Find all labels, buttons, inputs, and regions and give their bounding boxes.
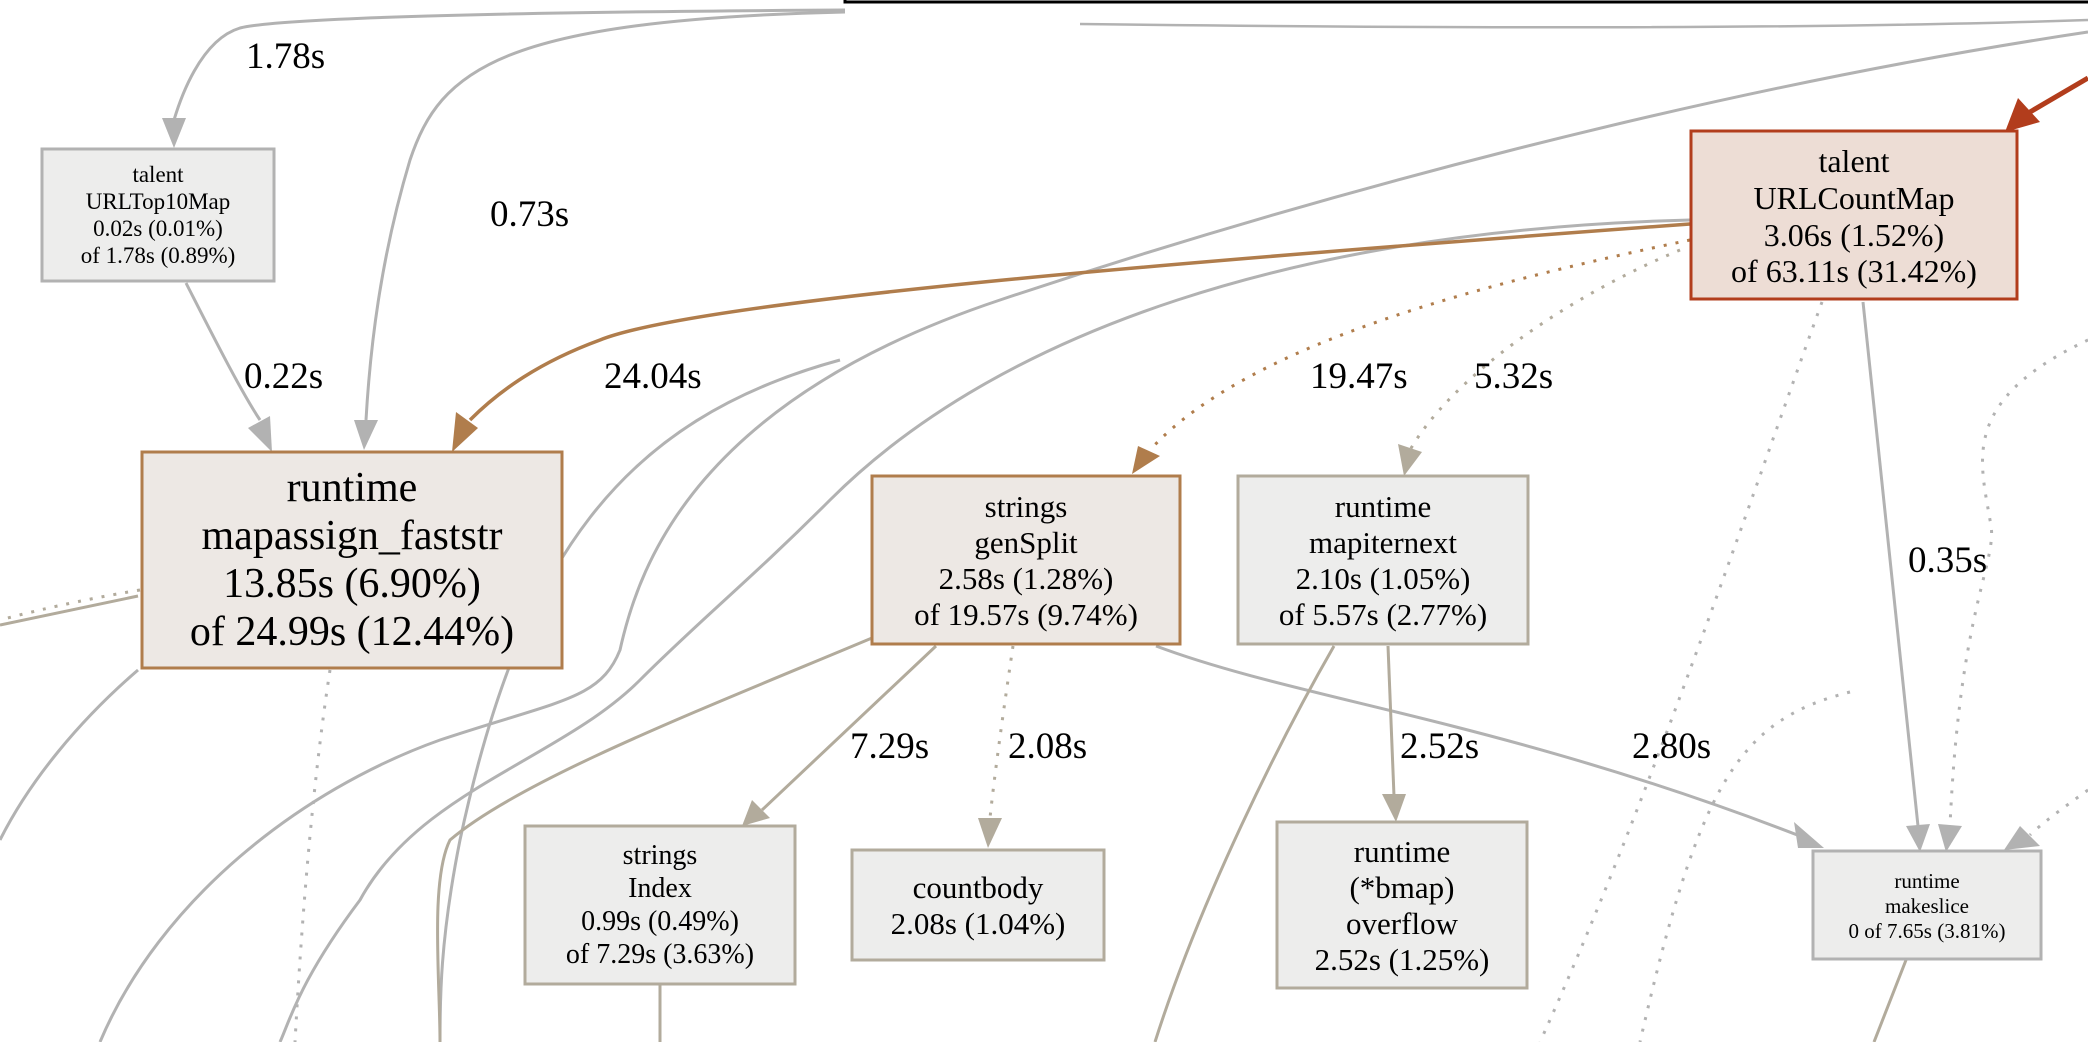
edge-mapassign-bottom-left[interactable]: [0, 668, 139, 841]
edge-background-3[interactable]: [1079, 18, 2088, 29]
node-urlcountmap-flat: 3.06s (1.52%): [1764, 217, 1944, 253]
edge-label-urltop10map-to-mapassign: 0.22s: [244, 356, 323, 397]
edge-mapassign-left-dotted[interactable]: [0, 588, 141, 622]
node-index-flat: 0.99s (0.49%): [581, 906, 739, 937]
arrowhead-gensplit-to-countbody: [978, 818, 1002, 848]
node-mapassign-pkg: runtime: [287, 465, 418, 511]
edge-label-urlcountmap-to-mapassign: 24.04s: [604, 356, 702, 397]
node-makeslice-cum: 0 of 7.65s (3.81%): [1849, 919, 2006, 943]
node-urltop10map-pkg: talent: [132, 162, 184, 187]
arrowhead-gensplit-to-index: [742, 800, 770, 826]
edge-urlcountmap-to-gensplit[interactable]: [1148, 238, 1691, 452]
arrowhead-urlcountmap: [2005, 98, 2040, 132]
node-countbody-flat: 2.08s (1.04%): [891, 906, 1066, 941]
node-mapiternext-pkg: runtime: [1335, 489, 1431, 524]
node-mapiternext[interactable]: runtime mapiternext 2.10s (1.05%) of 5.5…: [1236, 474, 1530, 646]
edge-background-4[interactable]: [438, 358, 841, 1042]
edge-background-1[interactable]: [98, 30, 2088, 1042]
node-index-name: Index: [628, 873, 692, 904]
edge-urltop10map-to-mapassign[interactable]: [184, 282, 262, 421]
node-mapassign-cum: of 24.99s (12.44%): [190, 609, 514, 655]
edge-label-to-mapassign-top: 0.73s: [490, 194, 569, 235]
edge-gensplit-to-makeslice[interactable]: [1155, 644, 1801, 838]
node-mapassign-flat: 13.85s (6.90%): [223, 561, 481, 607]
edge-gensplit-to-index[interactable]: [760, 644, 938, 812]
arrowhead-urlcountmap-to-mapiternext: [1398, 444, 1422, 476]
node-bmap[interactable]: runtime (*bmap) overflow 2.52s (1.25%): [1275, 820, 1529, 990]
arrowhead-urltop10map-to-mapassign: [248, 416, 272, 452]
arrowhead-right-dotted-2: [1938, 824, 1962, 852]
edge-mapiternext-down-left[interactable]: [1153, 645, 1336, 1042]
edge-mapassign-left-solid[interactable]: [0, 594, 139, 627]
edge-label-to-urltop10map: 1.78s: [246, 36, 325, 77]
arrowhead-urlcountmap-to-makeslice: [1906, 824, 1930, 852]
node-gensplit-cum: of 19.57s (9.74%): [914, 597, 1138, 632]
edge-to-urlcountmap[interactable]: [2028, 75, 2088, 115]
node-countbody-name: countbody: [913, 870, 1044, 905]
node-urltop10map-cum: of 1.78s (0.89%): [81, 243, 236, 268]
node-urltop10map-name: URLTop10Map: [86, 189, 231, 214]
node-urltop10map[interactable]: talent URLTop10Map 0.02s (0.01%) of 1.78…: [40, 147, 276, 283]
edge-mapassign-bottom-dotted[interactable]: [293, 669, 332, 1042]
edge-label-gensplit-to-countbody: 2.08s: [1008, 726, 1087, 767]
edge-makeslice-down[interactable]: [1872, 959, 1908, 1042]
top-partial-node[interactable]: [843, 0, 2088, 4]
node-urlcountmap[interactable]: talent URLCountMap 3.06s (1.52%) of 63.1…: [1689, 129, 2019, 301]
node-index[interactable]: strings Index 0.99s (0.49%) of 7.29s (3.…: [523, 824, 797, 986]
edge-urlcountmap-to-mapiternext[interactable]: [1408, 248, 1681, 451]
node-gensplit-name: genSplit: [974, 525, 1078, 560]
edge-gensplit-to-left[interactable]: [436, 636, 873, 1042]
arrowhead-urlcountmap-to-mapassign: [452, 412, 478, 452]
edge-label-urlcountmap-to-makeslice: 0.35s: [1908, 540, 1987, 581]
node-urlcountmap-cum: of 63.11s (31.42%): [1731, 253, 1977, 289]
node-makeslice-name: makeslice: [1885, 894, 1969, 918]
edge-urlcountmap-to-makeslice[interactable]: [1861, 301, 1920, 827]
edge-label-mapiternext-to-bmap: 2.52s: [1400, 726, 1479, 767]
node-mapiternext-name: mapiternext: [1309, 525, 1457, 560]
node-mapassign-name: mapassign_faststr: [202, 513, 503, 559]
edge-background-2[interactable]: [278, 218, 1691, 1042]
edge-label-urlcountmap-to-gensplit: 19.47s: [1310, 356, 1408, 397]
arrowhead-urlcountmap-to-gensplit: [1132, 446, 1160, 474]
edge-label-gensplit-to-makeslice: 2.80s: [1632, 726, 1711, 767]
edge-label-gensplit-to-index: 7.29s: [850, 726, 929, 767]
arrowhead-urltop10map: [162, 118, 186, 148]
node-index-pkg: strings: [623, 840, 698, 871]
node-bmap-name: (*bmap): [1349, 870, 1454, 905]
node-gensplit-pkg: strings: [985, 489, 1068, 524]
node-mapiternext-flat: 2.10s (1.05%): [1296, 561, 1471, 596]
node-makeslice[interactable]: runtime makeslice 0 of 7.65s (3.81%): [1811, 849, 2043, 961]
node-gensplit-flat: 2.58s (1.28%): [939, 561, 1114, 596]
node-gensplit[interactable]: strings genSplit 2.58s (1.28%) of 19.57s…: [870, 474, 1182, 646]
edge-mapiternext-to-bmap[interactable]: [1386, 645, 1396, 797]
node-index-cum: of 7.29s (3.63%): [566, 939, 754, 970]
edge-top-to-mapassign[interactable]: [364, 10, 846, 421]
node-countbody[interactable]: countbody 2.08s (1.04%): [850, 848, 1106, 962]
edge-label-urlcountmap-to-mapiternext: 5.32s: [1474, 356, 1553, 397]
edge-top-to-urltop10map[interactable]: [172, 8, 846, 121]
node-makeslice-pkg: runtime: [1894, 869, 1959, 893]
edge-right-dotted-4[interactable]: [2028, 788, 2088, 837]
node-bmap-pkg: runtime: [1354, 834, 1450, 869]
node-bmap-flat: 2.52s (1.25%): [1315, 942, 1490, 977]
edge-right-dotted-1[interactable]: [1538, 301, 1824, 1042]
arrowhead-mapassign-top: [354, 420, 378, 450]
arrowhead-mapiternext-to-bmap: [1382, 794, 1406, 822]
edge-urlcountmap-to-mapassign[interactable]: [468, 222, 1691, 422]
edge-right-dotted-2[interactable]: [1948, 338, 2088, 827]
node-mapiternext-cum: of 5.57s (2.77%): [1279, 597, 1487, 632]
arrowhead-gensplit-to-makeslice: [1794, 822, 1824, 848]
node-urltop10map-flat: 0.02s (0.01%): [93, 216, 223, 241]
node-urlcountmap-name: URLCountMap: [1754, 180, 1955, 216]
arrowhead-right-dotted-4: [2004, 826, 2040, 850]
node-mapassign[interactable]: runtime mapassign_faststr 13.85s (6.90%)…: [140, 450, 564, 670]
node-bmap-name2: overflow: [1346, 906, 1459, 941]
node-urlcountmap-pkg: talent: [1818, 143, 1889, 179]
